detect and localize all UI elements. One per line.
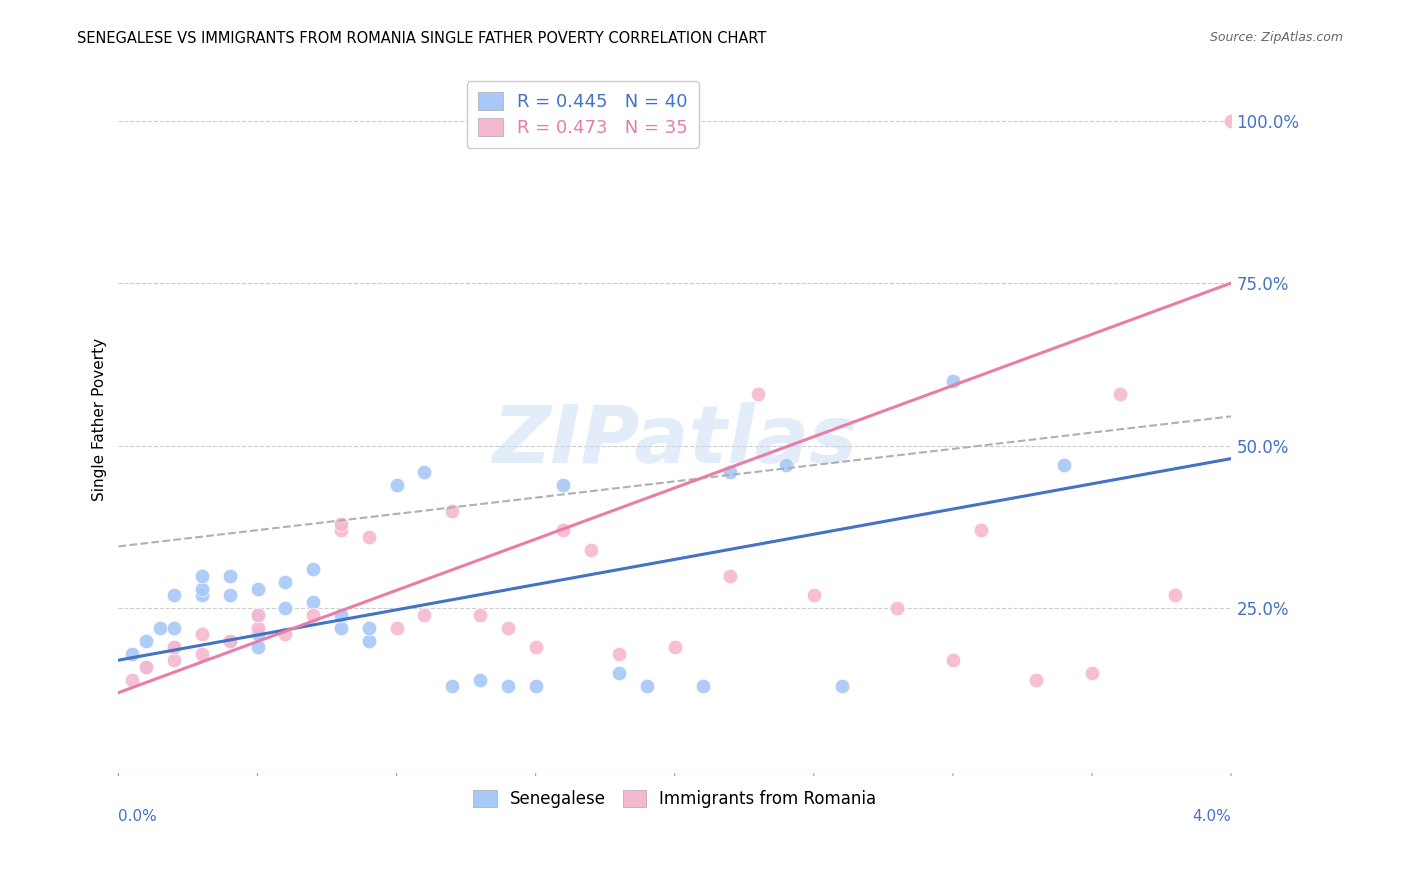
Point xyxy=(607,647,630,661)
Point xyxy=(191,588,214,602)
Point xyxy=(385,477,408,491)
Point xyxy=(191,647,214,661)
Point xyxy=(718,568,741,582)
Point xyxy=(135,633,157,648)
Legend: Senegalese, Immigrants from Romania: Senegalese, Immigrants from Romania xyxy=(467,783,883,815)
Point xyxy=(692,679,714,693)
Point xyxy=(246,640,269,655)
Point xyxy=(330,516,353,531)
Point xyxy=(1164,588,1187,602)
Point xyxy=(1081,666,1104,681)
Point xyxy=(441,503,464,517)
Point xyxy=(246,621,269,635)
Point xyxy=(218,633,240,648)
Point xyxy=(274,601,297,615)
Point xyxy=(121,673,143,687)
Point xyxy=(191,627,214,641)
Point xyxy=(302,607,325,622)
Point xyxy=(246,607,269,622)
Point xyxy=(553,477,575,491)
Text: SENEGALESE VS IMMIGRANTS FROM ROMANIA SINGLE FATHER POVERTY CORRELATION CHART: SENEGALESE VS IMMIGRANTS FROM ROMANIA SI… xyxy=(77,31,766,46)
Point xyxy=(163,653,186,667)
Point xyxy=(357,621,380,635)
Point xyxy=(636,679,658,693)
Point xyxy=(191,582,214,596)
Point xyxy=(775,458,797,472)
Point xyxy=(246,607,269,622)
Text: ZIPatlas: ZIPatlas xyxy=(492,401,858,480)
Point xyxy=(468,607,491,622)
Point xyxy=(553,523,575,537)
Point xyxy=(581,542,603,557)
Point xyxy=(274,627,297,641)
Point xyxy=(330,621,353,635)
Point xyxy=(357,530,380,544)
Point xyxy=(149,621,172,635)
Point xyxy=(218,568,240,582)
Point xyxy=(191,568,214,582)
Point xyxy=(942,653,965,667)
Point xyxy=(468,673,491,687)
Point xyxy=(246,582,269,596)
Text: Source: ZipAtlas.com: Source: ZipAtlas.com xyxy=(1209,31,1343,45)
Point xyxy=(246,627,269,641)
Point xyxy=(163,640,186,655)
Point xyxy=(135,659,157,673)
Point xyxy=(1108,386,1130,401)
Point xyxy=(121,647,143,661)
Point xyxy=(942,374,965,388)
Point xyxy=(1053,458,1076,472)
Point xyxy=(274,575,297,590)
Point xyxy=(385,621,408,635)
Point xyxy=(218,633,240,648)
Text: 0.0%: 0.0% xyxy=(118,809,157,824)
Point xyxy=(330,523,353,537)
Point xyxy=(970,523,993,537)
Point xyxy=(886,601,908,615)
Point xyxy=(524,640,547,655)
Point xyxy=(163,640,186,655)
Y-axis label: Single Father Poverty: Single Father Poverty xyxy=(93,338,107,501)
Point xyxy=(831,679,853,693)
Point xyxy=(803,588,825,602)
Point xyxy=(496,679,519,693)
Point xyxy=(302,562,325,576)
Point xyxy=(413,465,436,479)
Point xyxy=(718,465,741,479)
Text: 4.0%: 4.0% xyxy=(1192,809,1232,824)
Point xyxy=(664,640,686,655)
Point xyxy=(357,633,380,648)
Point xyxy=(330,607,353,622)
Point xyxy=(163,588,186,602)
Point xyxy=(135,659,157,673)
Point xyxy=(607,666,630,681)
Point xyxy=(218,588,240,602)
Point xyxy=(1220,113,1243,128)
Point xyxy=(441,679,464,693)
Point xyxy=(747,386,769,401)
Point xyxy=(524,679,547,693)
Point xyxy=(163,621,186,635)
Point xyxy=(1025,673,1047,687)
Point xyxy=(302,595,325,609)
Point xyxy=(413,607,436,622)
Point xyxy=(496,621,519,635)
